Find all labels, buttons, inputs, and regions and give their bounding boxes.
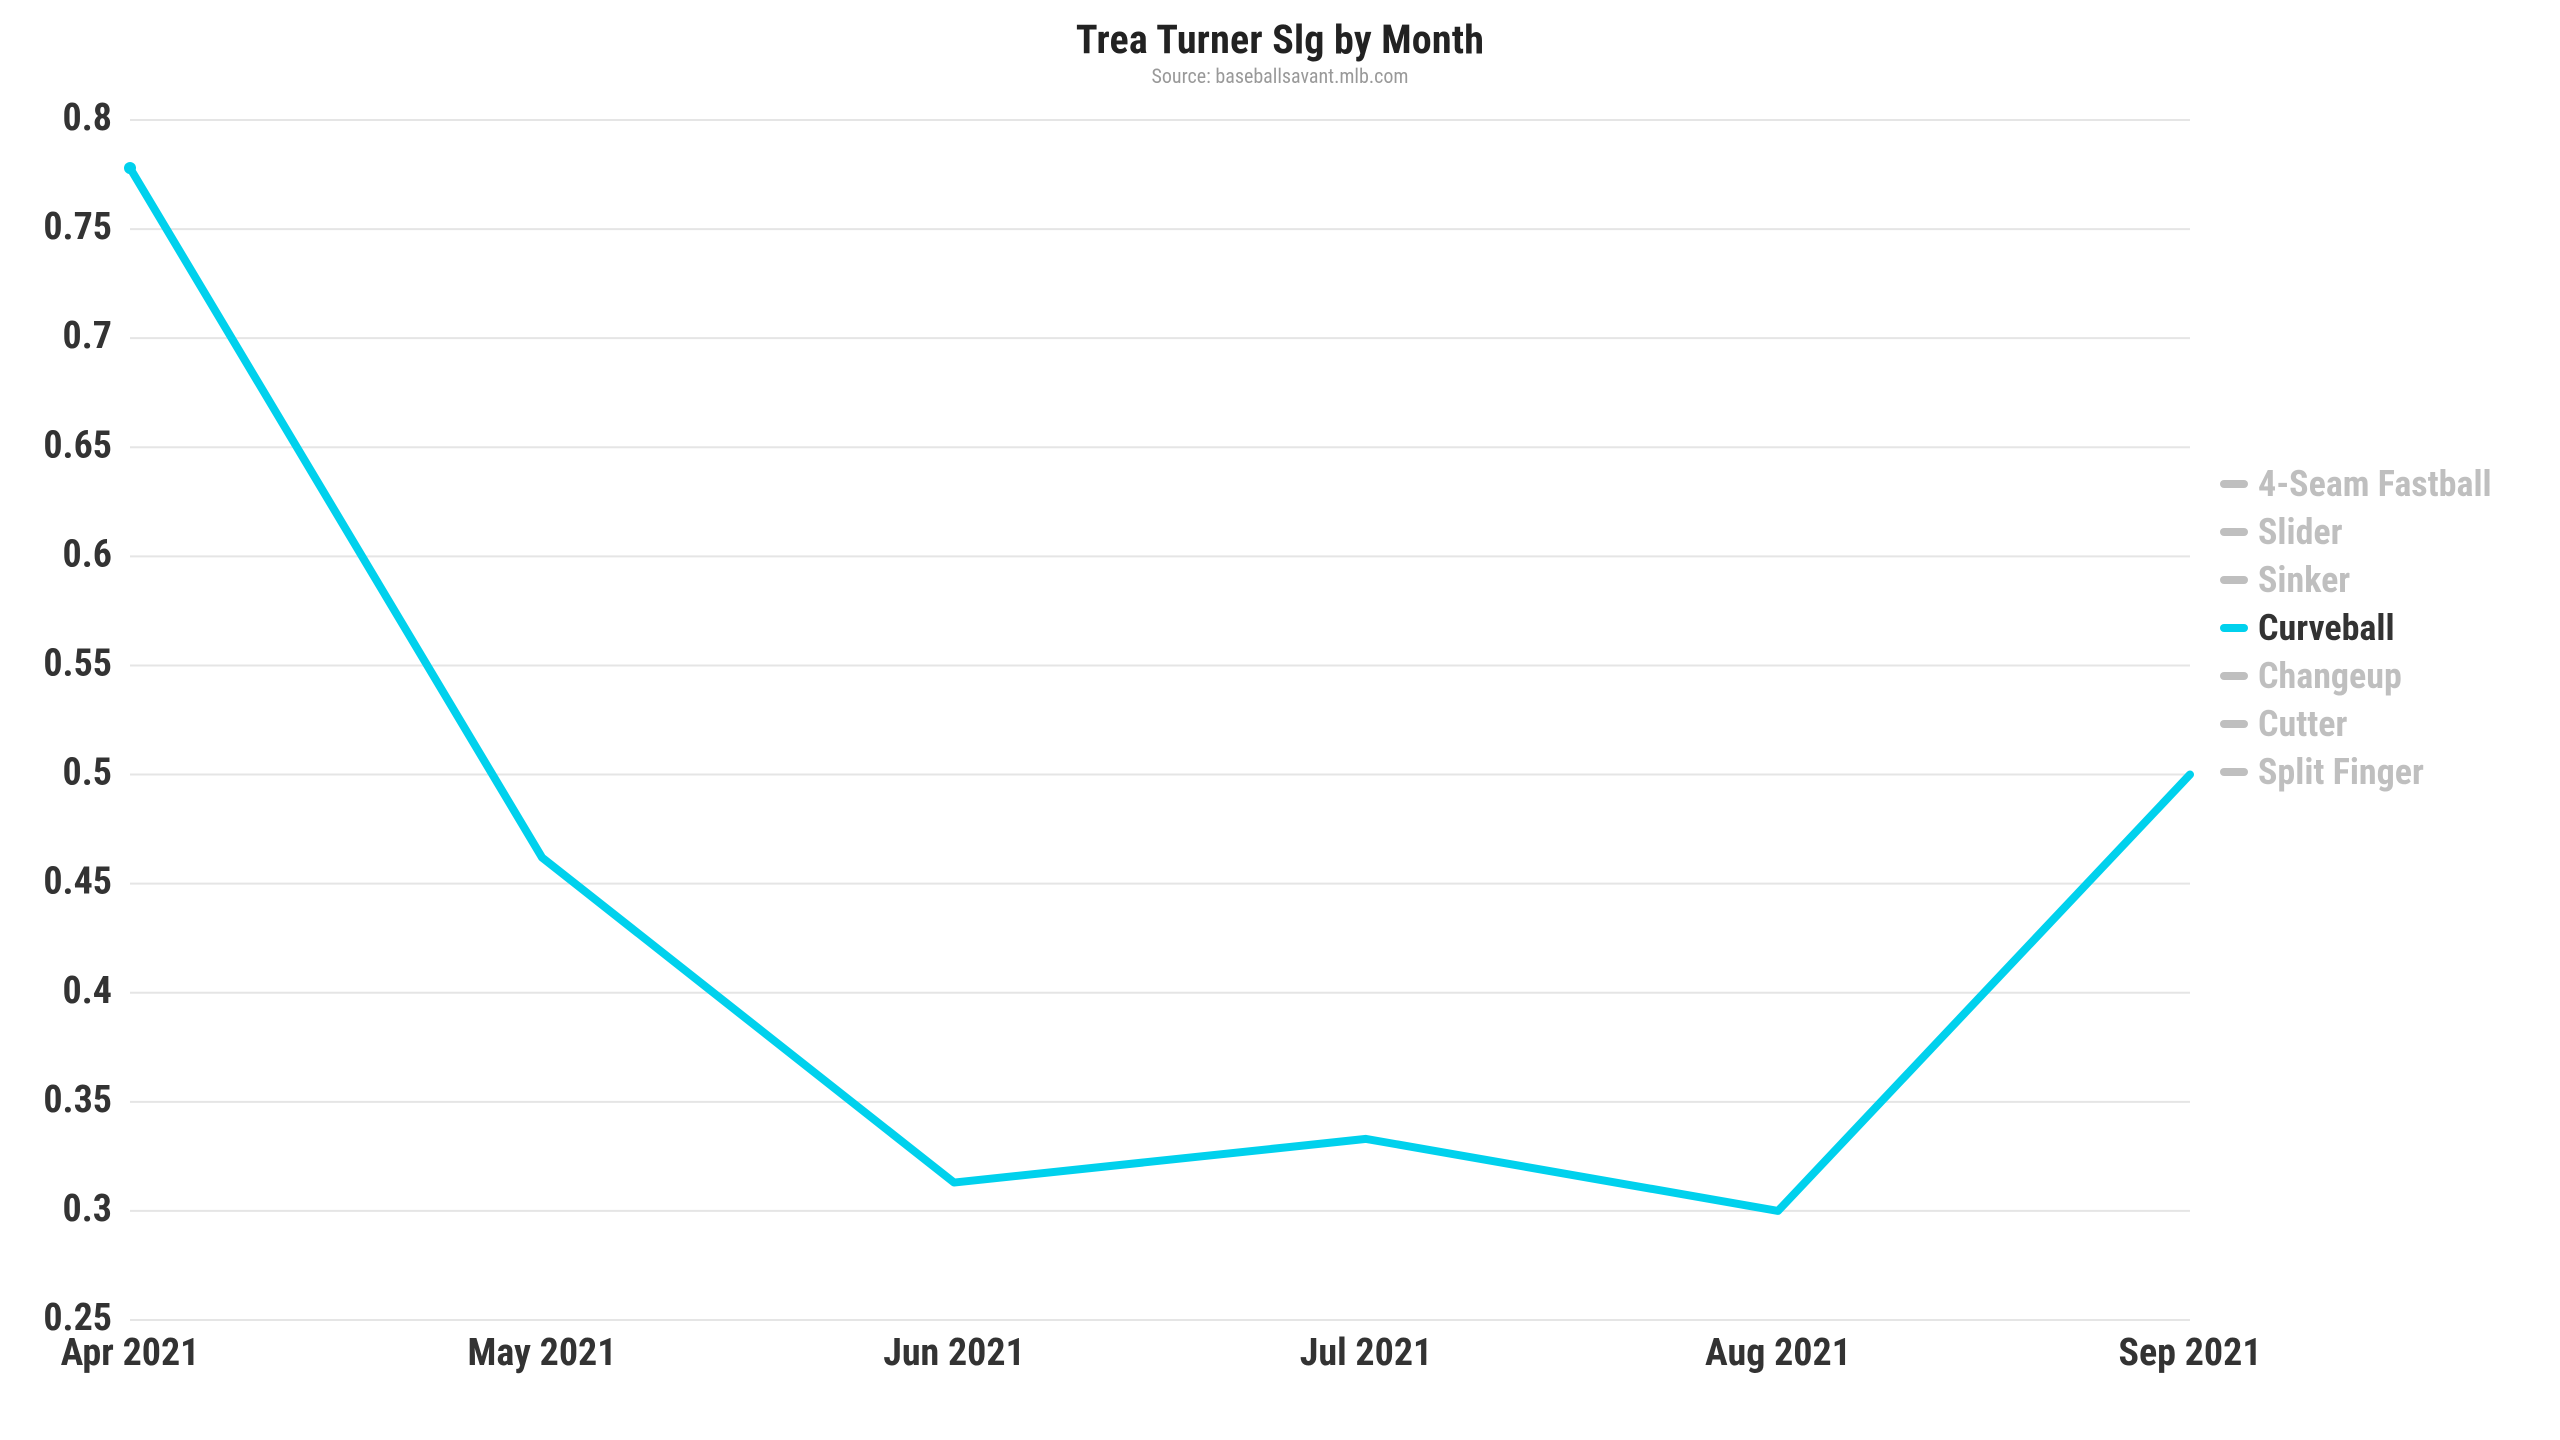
y-axis-label: 0.6 [63, 532, 112, 576]
legend-swatch [2220, 768, 2248, 776]
y-axis-label: 0.5 [63, 751, 112, 795]
x-axis-label: May 2021 [468, 1331, 617, 1375]
legend-label: Slider [2258, 511, 2343, 553]
y-axis-label: 0.8 [63, 96, 112, 140]
x-axis-label: Sep 2021 [2118, 1331, 2261, 1375]
x-axis-label: Jul 2021 [1300, 1331, 1432, 1375]
y-axis-label: 0.3 [63, 1187, 112, 1231]
y-axis-label: 0.45 [43, 860, 112, 904]
legend-swatch [2220, 576, 2248, 584]
y-axis-label: 0.4 [63, 969, 112, 1013]
y-axis-label: 0.75 [43, 205, 112, 249]
legend-label: Curveball [2258, 607, 2395, 649]
legend-swatch [2220, 480, 2248, 488]
legend-item-split-finger[interactable]: Split Finger [2220, 748, 2492, 796]
x-axis-label: Jun 2021 [883, 1331, 1025, 1375]
legend-item-changeup[interactable]: Changeup [2220, 652, 2492, 700]
legend-swatch [2220, 624, 2248, 632]
series-line-curveball [130, 168, 2190, 1211]
legend-item-cutter[interactable]: Cutter [2220, 700, 2492, 748]
y-axis-label: 0.65 [43, 423, 112, 467]
legend-label: Cutter [2258, 703, 2347, 745]
chart-plot: 0.250.30.350.40.450.50.550.60.650.70.750… [0, 0, 2560, 1440]
chart-legend: 4-Seam Fastball Slider Sinker Curveball Chan… [2220, 460, 2492, 796]
legend-item-curveball[interactable]: Curveball [2220, 604, 2492, 652]
series-marker [124, 162, 136, 174]
legend-swatch [2220, 672, 2248, 680]
chart-container: Trea Turner Slg by Month Source: basebal… [0, 0, 2560, 1440]
y-axis-label: 0.35 [43, 1078, 112, 1122]
legend-label: Split Finger [2258, 751, 2424, 793]
x-axis-label: Aug 2021 [1705, 1331, 1851, 1375]
legend-label: 4-Seam Fastball [2258, 463, 2492, 505]
y-axis-label: 0.55 [43, 641, 112, 685]
y-axis-label: 0.7 [63, 314, 112, 358]
legend-label: Sinker [2258, 559, 2350, 601]
legend-swatch [2220, 720, 2248, 728]
legend-label: Changeup [2258, 655, 2402, 697]
legend-item-4-seam-fastball[interactable]: 4-Seam Fastball [2220, 460, 2492, 508]
legend-item-sinker[interactable]: Sinker [2220, 556, 2492, 604]
legend-item-slider[interactable]: Slider [2220, 508, 2492, 556]
x-axis-label: Apr 2021 [61, 1331, 200, 1375]
legend-swatch [2220, 528, 2248, 536]
